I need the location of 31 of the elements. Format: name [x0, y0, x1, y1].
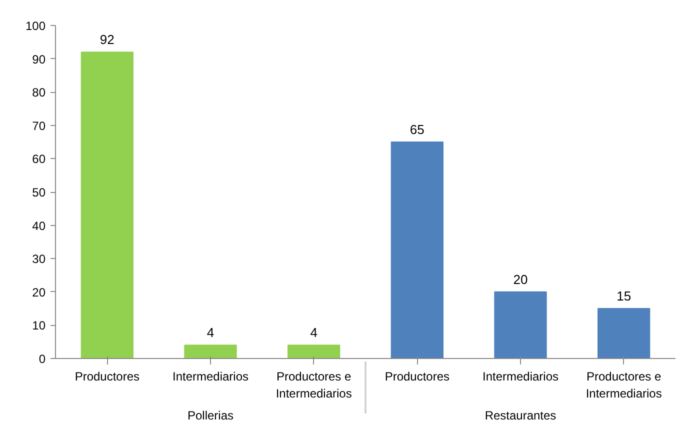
bar	[598, 308, 650, 358]
data-label: 4	[206, 325, 214, 340]
x-tick-label: Productores	[384, 370, 450, 384]
bar	[80, 52, 134, 358]
y-tick-label: 90	[32, 52, 46, 66]
bar	[494, 291, 547, 358]
y-tick-label: 100	[25, 19, 46, 33]
data-label: 92	[100, 32, 114, 48]
y-tick-label: 10	[32, 318, 46, 333]
y-tick-label: 50	[32, 186, 46, 200]
y-tick-label: 70	[32, 118, 46, 133]
text: Pollerias	[187, 408, 234, 422]
x-tick-label: Productores	[74, 370, 140, 384]
x-tick-label: Productores e Intermediarios	[586, 370, 662, 400]
x-tick-label: Intermediarios	[482, 370, 559, 384]
y-tick-label: 40	[32, 218, 46, 233]
data-label: 20	[513, 272, 528, 287]
y-tick-label: 0	[38, 352, 46, 366]
x-tick-label: Productores e Intermediarios	[276, 370, 352, 400]
y-tick-label: 20	[32, 285, 46, 300]
bar	[184, 344, 237, 358]
data-label: 15	[616, 288, 632, 304]
bar	[288, 344, 340, 358]
x-tick-label: Intermediarios	[172, 370, 249, 384]
data-label: 4	[310, 325, 318, 340]
data-label: 65	[410, 122, 424, 138]
y-tick-label: 80	[32, 86, 46, 100]
y-tick-label: 30	[32, 252, 46, 266]
text: Restaurantes	[484, 408, 556, 422]
bar	[390, 142, 444, 358]
y-tick-label: 60	[32, 152, 46, 166]
